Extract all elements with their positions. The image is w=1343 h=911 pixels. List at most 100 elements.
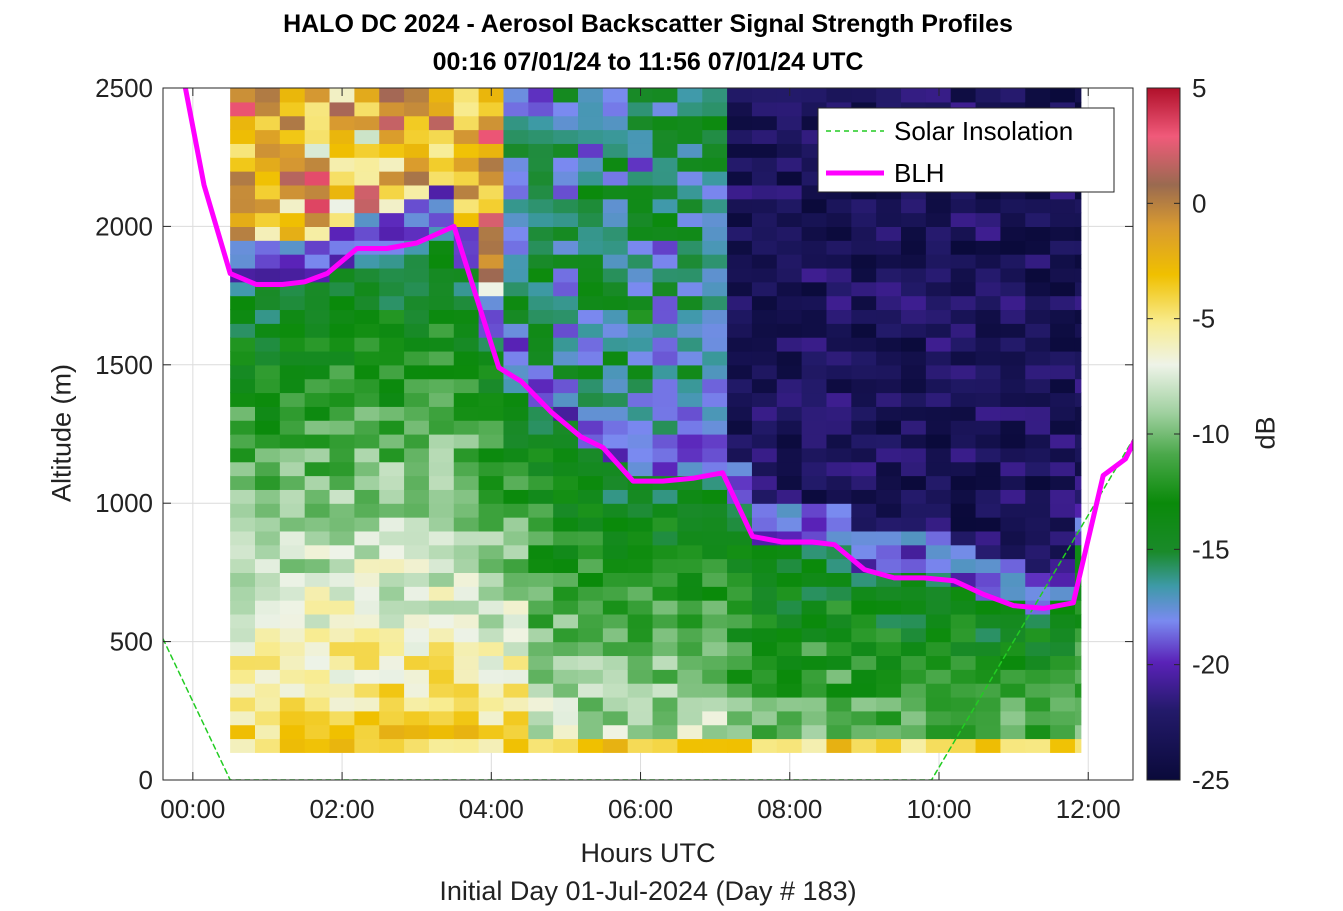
heatmap-cell xyxy=(727,337,753,352)
heatmap-cell xyxy=(279,323,306,338)
heatmap-cell xyxy=(801,309,828,324)
heatmap-cell xyxy=(453,544,480,560)
heatmap-cell xyxy=(1000,655,1026,670)
heatmap-cell xyxy=(478,281,505,297)
heatmap-cell xyxy=(578,655,604,670)
heatmap-cell xyxy=(428,586,455,601)
heatmap-cell xyxy=(578,226,604,241)
heatmap-cell xyxy=(1074,489,1082,504)
x-tick-label: 02:00 xyxy=(310,794,375,824)
heatmap-cell xyxy=(379,226,405,241)
heatmap-cell xyxy=(950,696,977,712)
heatmap-cell xyxy=(428,337,455,352)
heatmap-cell xyxy=(1000,530,1026,546)
heatmap-cell xyxy=(304,517,331,532)
heatmap-cell xyxy=(627,724,654,740)
heatmap-cell xyxy=(1025,710,1051,726)
heatmap-cell xyxy=(727,350,753,366)
heatmap-cell xyxy=(901,226,927,241)
heatmap-cell xyxy=(1050,683,1076,698)
heatmap-cell xyxy=(503,724,529,740)
heatmap-cell xyxy=(627,586,654,601)
heatmap-cell xyxy=(578,420,604,435)
heatmap-cell xyxy=(627,447,654,463)
heatmap-cell xyxy=(677,226,703,241)
heatmap-cell xyxy=(404,309,430,324)
heatmap-cell xyxy=(279,669,306,684)
heatmap-cell xyxy=(826,558,852,573)
heatmap-cell xyxy=(1000,364,1026,380)
heatmap-cell xyxy=(826,281,852,297)
heatmap-cell xyxy=(727,544,753,560)
heatmap-cell xyxy=(1000,281,1026,297)
heatmap-cell xyxy=(751,337,778,352)
heatmap-cell xyxy=(776,171,803,186)
heatmap-cell xyxy=(602,337,629,352)
heatmap-cell xyxy=(677,157,703,172)
heatmap-cell xyxy=(826,627,852,643)
heatmap-cell xyxy=(578,364,604,380)
heatmap-cell xyxy=(379,309,405,324)
heatmap-cell xyxy=(1000,406,1026,421)
heatmap-cell xyxy=(1000,613,1026,629)
heatmap-cell xyxy=(727,309,753,324)
heatmap-cell xyxy=(702,157,728,172)
heatmap-cell xyxy=(1050,613,1076,629)
heatmap-cell xyxy=(255,517,281,532)
heatmap-cell xyxy=(751,171,778,186)
heatmap-cell xyxy=(354,461,380,477)
heatmap-cell xyxy=(975,572,1002,587)
heatmap-cell xyxy=(379,337,405,352)
heatmap-cell xyxy=(255,226,281,241)
heatmap-cell xyxy=(404,475,430,490)
heatmap-cell xyxy=(528,267,554,283)
heatmap-cell xyxy=(751,295,778,311)
heatmap-cell xyxy=(751,323,778,338)
heatmap-cell xyxy=(354,544,380,560)
heatmap-cell xyxy=(578,323,604,338)
heatmap-cell xyxy=(428,641,455,657)
heatmap-cell xyxy=(627,558,654,573)
heatmap-cell xyxy=(230,184,256,200)
heatmap-cell xyxy=(503,226,529,241)
heatmap-cell xyxy=(528,323,554,338)
heatmap-cell xyxy=(354,157,380,172)
heatmap-cell xyxy=(453,669,480,684)
heatmap-cell xyxy=(975,696,1002,712)
heatmap-cell xyxy=(1050,627,1076,643)
heatmap-cell xyxy=(379,530,405,546)
heatmap-cell xyxy=(379,517,405,532)
heatmap-cell xyxy=(279,655,306,670)
heatmap-cell xyxy=(776,254,803,269)
heatmap-cell xyxy=(727,724,753,740)
heatmap-cell xyxy=(528,254,554,269)
heatmap-cell xyxy=(727,738,753,753)
heatmap-cell xyxy=(230,337,256,352)
heatmap-cell xyxy=(702,434,728,449)
heatmap-cell xyxy=(851,572,877,587)
heatmap-cell xyxy=(702,254,728,269)
heatmap-cell xyxy=(975,434,1002,449)
heatmap-cell xyxy=(776,434,803,449)
heatmap-cell xyxy=(925,337,952,352)
heatmap-cell xyxy=(677,489,703,504)
heatmap-cell xyxy=(428,129,455,144)
heatmap-cell xyxy=(801,696,828,712)
heatmap-cell xyxy=(925,489,952,504)
heatmap-cell xyxy=(851,281,877,297)
heatmap-cell xyxy=(230,517,256,532)
heatmap-cell xyxy=(652,226,678,241)
heatmap-cell xyxy=(776,489,803,504)
heatmap-cell xyxy=(553,267,579,283)
heatmap-cell xyxy=(478,710,505,726)
heatmap-cell xyxy=(379,129,405,144)
heatmap-cell xyxy=(1074,738,1082,753)
heatmap-cell xyxy=(975,406,1002,421)
heatmap-cell xyxy=(478,530,505,546)
heatmap-cell xyxy=(751,240,778,255)
heatmap-cell xyxy=(478,392,505,407)
heatmap-cell xyxy=(329,392,355,407)
heatmap-cell xyxy=(230,129,256,144)
heatmap-cell xyxy=(428,544,455,560)
heatmap-cell xyxy=(453,88,480,103)
